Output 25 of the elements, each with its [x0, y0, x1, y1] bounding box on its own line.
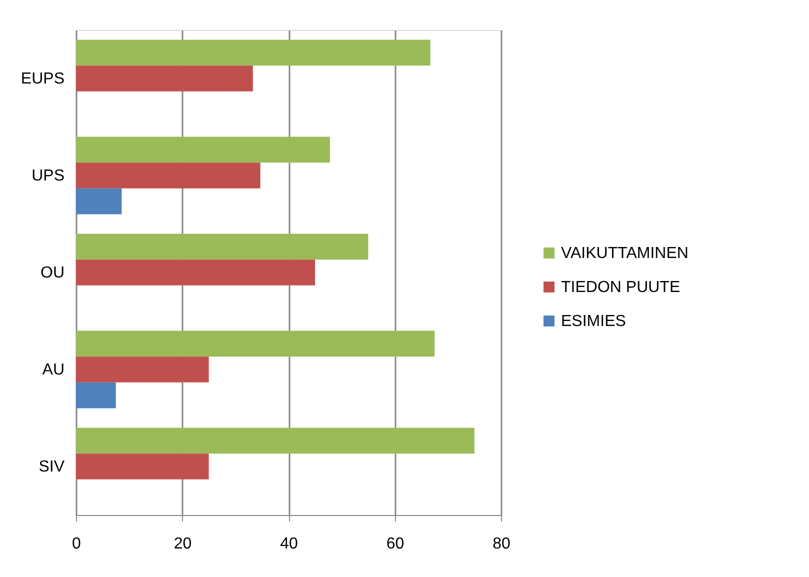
legend-label: TIEDON PUUTE [561, 279, 680, 296]
x-tick-label: 40 [280, 536, 298, 552]
bar [76, 330, 435, 357]
y-tick-label: EUPS [20, 70, 64, 88]
bar [76, 454, 209, 480]
bar [76, 260, 316, 286]
y-tick-label: OU [40, 264, 64, 282]
x-tick-label: 80 [492, 536, 510, 552]
x-tick-label: 60 [386, 536, 404, 552]
x-tick-label: 0 [72, 536, 82, 552]
bar [76, 66, 253, 92]
bar [76, 40, 430, 66]
bar [76, 162, 260, 188]
bar [76, 188, 122, 214]
x-tick-label: 20 [174, 536, 192, 552]
legend-label: VAIKUTTAMINEN [561, 245, 688, 262]
bar [76, 356, 209, 382]
y-tick-label: SIV [38, 458, 65, 476]
y-tick-label: UPS [32, 168, 64, 184]
bar [76, 234, 368, 260]
bar [76, 428, 474, 454]
legend-label: ESIMIES [561, 313, 626, 330]
bar [76, 382, 116, 408]
y-tick-label: AU [42, 362, 64, 378]
bar [76, 136, 330, 163]
